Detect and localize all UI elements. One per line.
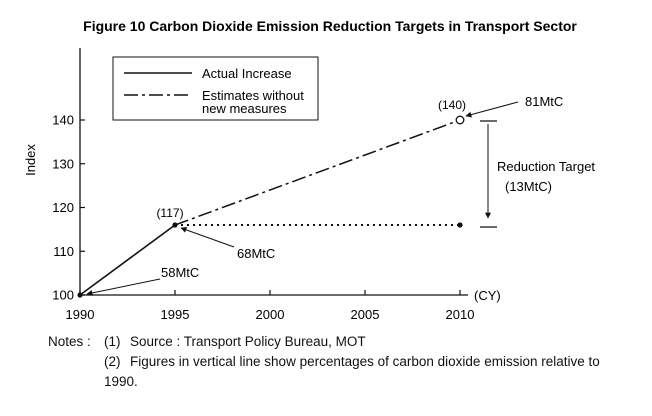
legend-label-estimates-line1: Estimates without <box>202 88 304 103</box>
annotation-68mtc-pointer <box>180 226 235 248</box>
series-actual-increase-line <box>79 224 176 296</box>
reduction-target-value: (13MtC) <box>505 179 552 194</box>
annotation-81mtc: 81MtC <box>525 94 563 109</box>
y-axis-label: Index <box>23 144 38 176</box>
notes: Notes : (1) Source : Transport Policy Bure… <box>48 332 624 392</box>
note-1-text: Source : Transport Policy Bureau, MOT <box>130 334 366 349</box>
annotation-58mtc: 58MtC <box>161 265 199 280</box>
annotation-140: (140) <box>438 98 466 112</box>
note-2: (2) Figures in vertical line show percent… <box>48 352 624 392</box>
y-tick-label: 110 <box>53 244 74 259</box>
note-1-number: (1) <box>104 334 121 349</box>
annotation-58mtc-pointer <box>86 278 161 296</box>
data-point-1990 <box>77 292 83 298</box>
data-point-2010-estimate <box>455 115 465 125</box>
x-tick-label: 2010 <box>446 307 475 322</box>
x-tick-label: 1995 <box>161 307 190 322</box>
chart-title: Figure 10 Carbon Dioxide Emission Reduct… <box>83 18 577 34</box>
data-point-1995 <box>172 222 178 228</box>
y-tick-label: 100 <box>52 288 74 303</box>
x-tick-label: 1990 <box>66 307 95 322</box>
data-point-2010-target <box>457 222 463 228</box>
y-tick-label: 130 <box>52 156 74 171</box>
legend-label-estimates-line2: new measures <box>202 101 287 116</box>
y-tick-label: 140 <box>52 113 74 128</box>
annotation-68mtc: 68MtC <box>237 246 275 261</box>
note-2-text: Figures in vertical line show percentage… <box>104 354 600 389</box>
note-1: Notes : (1) Source : Transport Policy Bure… <box>48 332 624 352</box>
x-unit-label: (CY) <box>474 288 501 303</box>
note-2-number: (2) <box>104 354 121 369</box>
legend-box <box>112 56 319 121</box>
legend-label-actual: Actual Increase <box>202 66 292 81</box>
y-tick-label: 120 <box>52 200 74 215</box>
x-tick-label: 2000 <box>256 307 285 322</box>
series-estimates-line <box>174 119 461 226</box>
co2-reduction-chart: Figure 10 Carbon Dioxide Emission Reduct… <box>23 18 595 322</box>
annotation-117: (117) <box>156 206 183 220</box>
x-tick-label: 2005 <box>351 307 380 322</box>
notes-label: Notes : <box>48 334 91 349</box>
reduction-target-label: Reduction Target <box>497 159 595 174</box>
annotation-81mtc-pointer <box>465 101 519 118</box>
legend: Actual Increase Estimates without new me… <box>112 56 319 121</box>
